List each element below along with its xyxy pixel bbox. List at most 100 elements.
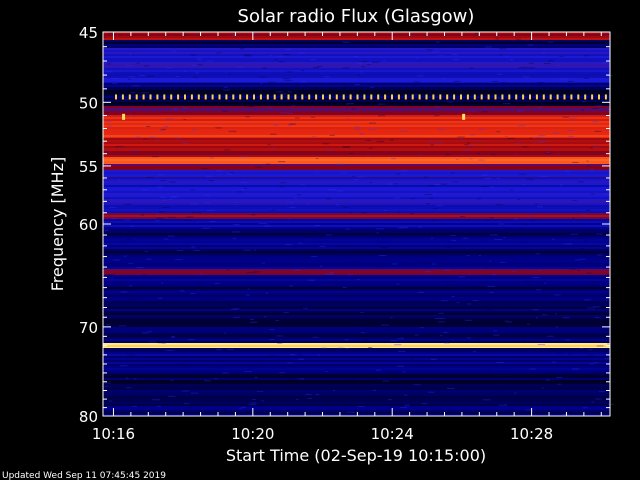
noise-speck — [445, 154, 452, 156]
noise-speck — [518, 125, 526, 127]
noise-speck — [541, 314, 548, 316]
noise-speck — [105, 71, 114, 73]
dash-mark — [563, 94, 566, 100]
noise-speck — [605, 275, 612, 277]
frequency-band-row — [103, 56, 610, 59]
noise-speck — [376, 232, 379, 234]
dash-mark — [480, 94, 483, 100]
noise-speck — [259, 223, 268, 225]
frequency-band-row — [103, 249, 610, 252]
noise-speck — [195, 33, 198, 35]
noise-speck — [535, 317, 538, 319]
noise-speck — [568, 353, 572, 355]
frequency-band — [103, 68, 610, 84]
noise-speck — [562, 317, 570, 319]
frequency-band-row — [103, 289, 610, 292]
noise-speck — [542, 291, 548, 293]
noise-speck — [132, 405, 138, 407]
noise-speck — [529, 368, 536, 370]
noise-speck — [444, 281, 450, 283]
dash-mark — [487, 94, 490, 100]
noise-speck — [498, 325, 506, 327]
noise-speck — [288, 99, 292, 101]
frequency-band-row — [103, 227, 610, 230]
noise-speck — [539, 38, 542, 40]
noise-speck — [428, 141, 435, 143]
noise-speck — [361, 61, 369, 63]
frequency-band-row — [103, 205, 610, 208]
noise-speck — [360, 212, 367, 214]
dash-mark — [535, 94, 538, 100]
noise-speck — [459, 216, 465, 218]
noise-speck — [483, 399, 491, 401]
noise-speck — [199, 394, 203, 396]
noise-speck — [507, 137, 515, 139]
noise-speck — [342, 287, 347, 289]
frequency-band-row — [103, 396, 610, 399]
noise-speck — [297, 52, 306, 54]
frequency-band-row — [103, 201, 610, 204]
frequency-band-row — [103, 233, 610, 236]
noise-speck — [575, 259, 580, 261]
noise-speck — [329, 271, 334, 273]
noise-speck — [541, 387, 545, 389]
noise-speck — [357, 176, 365, 178]
noise-speck — [332, 389, 336, 391]
frequency-band-row — [103, 191, 610, 194]
noise-speck — [510, 395, 518, 397]
frequency-band-row — [103, 265, 610, 268]
noise-speck — [484, 177, 492, 179]
noise-speck — [584, 285, 588, 287]
noise-speck — [284, 265, 288, 267]
noise-speck — [582, 407, 588, 409]
frequency-band-row — [103, 159, 610, 162]
noise-speck — [175, 76, 180, 78]
noise-speck — [253, 365, 259, 367]
frequency-band-row — [103, 181, 610, 184]
noise-speck — [141, 92, 149, 94]
noise-speck — [183, 219, 192, 221]
noise-speck — [440, 300, 449, 302]
dash-mark — [177, 94, 180, 100]
frequency-band-row — [103, 131, 610, 134]
dash-mark — [322, 94, 324, 100]
frequency-band-row — [103, 34, 610, 37]
noise-speck — [179, 357, 187, 359]
y-tick-label: 80 — [79, 408, 98, 426]
noise-speck — [245, 55, 252, 57]
noise-speck — [590, 302, 595, 304]
noise-speck — [242, 87, 247, 89]
noise-speck — [591, 107, 599, 109]
noise-speck — [259, 390, 267, 392]
noise-speck — [233, 237, 236, 239]
noise-speck — [216, 349, 223, 351]
noise-speck — [171, 50, 176, 52]
dash-mark — [349, 94, 352, 100]
noise-speck — [369, 147, 373, 149]
noise-speck — [130, 225, 135, 227]
noise-speck — [588, 354, 595, 356]
frequency-band-row — [103, 172, 610, 175]
noise-speck — [283, 373, 287, 375]
noise-speck — [443, 331, 446, 333]
dash-mark — [266, 94, 269, 100]
noise-speck — [526, 103, 530, 105]
noise-speck — [434, 388, 441, 390]
frequency-band-row — [103, 343, 610, 346]
noise-speck — [233, 316, 240, 318]
frequency-band — [103, 83, 610, 91]
noise-speck — [305, 393, 312, 395]
frequency-band-row — [103, 337, 610, 340]
noise-speck — [426, 49, 434, 51]
noise-speck — [512, 270, 515, 272]
noise-speck — [434, 115, 440, 117]
noise-speck — [291, 123, 294, 125]
noise-speck — [586, 209, 591, 211]
noise-speck — [368, 129, 377, 131]
noise-speck — [404, 404, 410, 406]
dash-mark — [356, 94, 359, 100]
frequency-band-row — [103, 199, 610, 202]
noise-speck — [598, 97, 603, 99]
noise-speck — [370, 86, 375, 88]
frequency-band-row — [103, 83, 610, 86]
